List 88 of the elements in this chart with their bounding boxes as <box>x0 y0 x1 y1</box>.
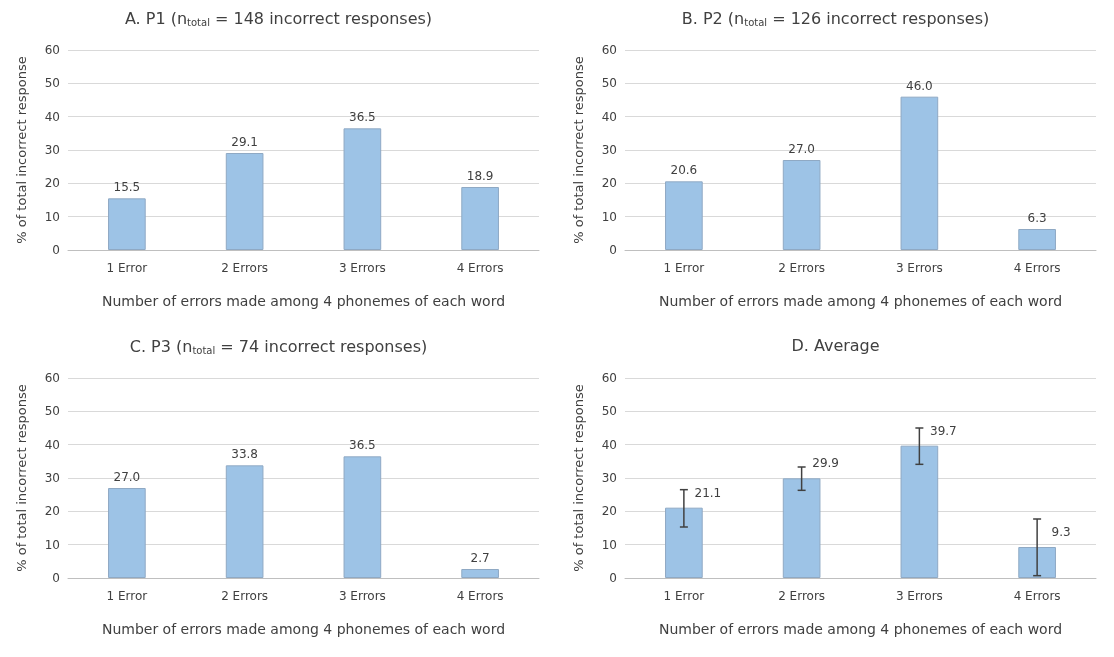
y-tick-label: 30 <box>601 471 617 485</box>
data-label: 27.0 <box>788 142 815 156</box>
x-axis-title: Number of errors made among 4 phonemes of each word <box>658 293 1063 309</box>
bar <box>461 569 499 578</box>
y-tick-label: 50 <box>44 76 60 91</box>
y-tick-label: 30 <box>44 471 60 485</box>
x-axis-title: Number of errors made among 4 phonemes of each word <box>101 293 506 309</box>
data-label: 2.7 <box>470 551 490 565</box>
bar <box>665 507 703 578</box>
x-tick-label: 3 Errors <box>895 261 943 275</box>
x-tick-label: 2 Errors <box>221 589 269 603</box>
y-tick-label: 0 <box>609 571 617 585</box>
y-axis-title: % of total incorrect response <box>571 56 586 244</box>
y-tick-label: 50 <box>601 404 617 419</box>
x-axis-title: Number of errors made among 4 phonemes of each word <box>658 621 1063 637</box>
data-label: 21.1 <box>694 485 722 500</box>
x-axis-title: Number of errors made among 4 phonemes of each word <box>101 621 506 637</box>
bar <box>1018 229 1056 250</box>
bar <box>343 456 382 578</box>
y-tick-label: 0 <box>52 243 60 257</box>
x-tick-label: 1 Error <box>106 261 148 275</box>
x-tick-label: 4 Errors <box>1013 261 1061 275</box>
data-label: 36.5 <box>349 110 376 125</box>
data-label: 9.3 <box>1051 525 1071 539</box>
chart-title: A. P1 (ntotal = 148 incorrect responses) <box>124 8 433 28</box>
y-tick-label: 50 <box>44 404 60 419</box>
y-tick-label: 10 <box>601 537 617 552</box>
x-tick-label: 3 Errors <box>338 589 386 603</box>
data-label: 15.5 <box>113 180 141 195</box>
y-tick-label: 0 <box>609 243 617 257</box>
x-tick-label: 4 Errors <box>456 261 504 275</box>
y-tick-label: 10 <box>44 209 60 224</box>
x-tick-label: 4 Errors <box>456 589 504 603</box>
bar <box>665 181 703 250</box>
chart-title: C. P3 (ntotal = 74 incorrect responses) <box>129 336 428 356</box>
data-label: 18.9 <box>466 169 494 183</box>
y-tick-label: 20 <box>44 504 60 519</box>
data-label: 20.6 <box>670 163 698 178</box>
y-tick-label: 50 <box>601 76 617 91</box>
chart-title: D. Average <box>791 335 880 355</box>
y-tick-label: 20 <box>601 504 617 519</box>
bar <box>782 478 821 578</box>
data-label: 33.8 <box>231 447 258 462</box>
data-label: 36.5 <box>349 438 376 453</box>
bar <box>225 465 264 578</box>
x-tick-label: 1 Error <box>106 589 148 603</box>
y-tick-label: 40 <box>44 437 60 452</box>
y-axis-title: % of total incorrect response <box>14 56 29 244</box>
x-tick-label: 2 Errors <box>778 261 826 275</box>
bar <box>225 153 264 250</box>
y-tick-label: 10 <box>601 209 617 224</box>
y-axis-title: % of total incorrect response <box>571 384 586 572</box>
y-tick-label: 60 <box>44 43 60 57</box>
x-tick-label: 1 Error <box>663 589 705 603</box>
y-tick-label: 60 <box>44 371 60 385</box>
data-label: 46.0 <box>906 78 933 93</box>
x-tick-label: 3 Errors <box>895 589 943 603</box>
bar <box>108 198 146 250</box>
y-tick-label: 0 <box>52 571 60 585</box>
x-tick-label: 1 Error <box>663 261 705 275</box>
bar <box>108 488 146 578</box>
y-axis-title: % of total incorrect response <box>14 384 29 572</box>
data-label: 29.9 <box>812 456 839 471</box>
y-tick-label: 40 <box>601 109 617 124</box>
bar <box>343 128 382 250</box>
y-tick-label: 10 <box>44 537 60 552</box>
data-label: 29.1 <box>231 135 258 149</box>
y-tick-label: 60 <box>601 371 617 385</box>
chart-title: B. P2 (ntotal = 126 incorrect responses) <box>681 8 990 28</box>
x-tick-label: 3 Errors <box>338 261 386 275</box>
x-tick-label: 2 Errors <box>778 589 826 603</box>
bar <box>900 96 939 250</box>
bar <box>900 445 939 578</box>
bar <box>1018 547 1056 578</box>
data-label: 6.3 <box>1027 211 1047 225</box>
x-tick-label: 2 Errors <box>221 261 269 275</box>
y-tick-label: 30 <box>44 143 60 157</box>
y-tick-label: 30 <box>601 143 617 157</box>
y-tick-label: 40 <box>601 437 617 452</box>
data-label: 39.7 <box>930 423 957 438</box>
bar <box>782 160 821 250</box>
y-tick-label: 20 <box>44 176 60 191</box>
y-tick-label: 40 <box>44 109 60 124</box>
data-label: 27.0 <box>113 470 141 484</box>
x-tick-label: 4 Errors <box>1013 589 1061 603</box>
y-tick-label: 60 <box>601 43 617 57</box>
y-tick-label: 20 <box>601 176 617 191</box>
bar <box>461 187 499 250</box>
